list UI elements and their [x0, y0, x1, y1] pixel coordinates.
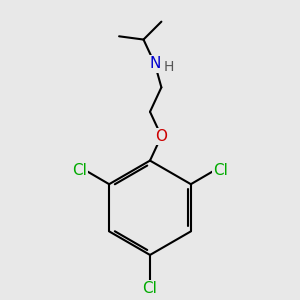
- Text: N: N: [149, 56, 160, 71]
- Text: Cl: Cl: [72, 163, 87, 178]
- Text: O: O: [155, 129, 167, 144]
- Text: Cl: Cl: [142, 280, 158, 296]
- Text: H: H: [164, 60, 174, 74]
- Text: Cl: Cl: [213, 163, 228, 178]
